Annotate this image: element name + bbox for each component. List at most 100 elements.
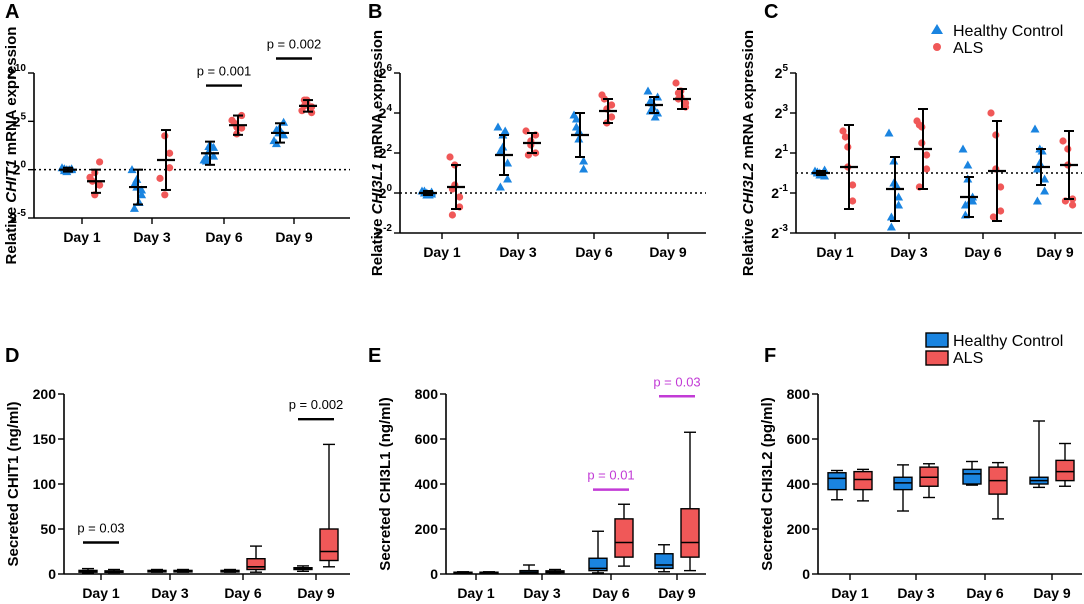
data-point-healthy-control [645, 96, 655, 105]
data-point-healthy-control [963, 174, 973, 183]
y-axis-label: Secreted CHI3L2 (pg/ml) [759, 397, 776, 570]
panel-letter: A [5, 1, 19, 23]
box-healthy-control [588, 557, 608, 572]
box-als [1055, 459, 1075, 482]
y-tick-exponent: -1 [779, 183, 788, 194]
panel-letter: B [368, 1, 382, 23]
data-point-healthy-control [206, 141, 216, 150]
data-point-healthy-control [493, 122, 503, 131]
y-tick-exponent: 10 [15, 63, 27, 74]
data-point-healthy-control [127, 165, 137, 174]
y-axis-label-suffix: mRNA expression [3, 27, 20, 160]
x-tick-label: Day 6 [964, 244, 1002, 260]
y-tick-exponent: 5 [20, 111, 26, 122]
data-point-healthy-control [579, 156, 589, 165]
y-tick-exponent: -5 [17, 208, 26, 219]
y-axis-label: Relative CHI3L1 mRNA expression [369, 30, 386, 276]
box-healthy-control [827, 472, 847, 491]
data-point-als [997, 207, 1005, 215]
panel-letter: F [764, 345, 776, 367]
p-value-label: p = 0.03 [653, 374, 700, 389]
data-point-healthy-control [1035, 158, 1045, 167]
data-point-healthy-control [886, 222, 896, 231]
y-tick-label: 200 [415, 521, 439, 537]
y-axis-label-prefix: Relative [3, 203, 20, 265]
data-point-als [1059, 137, 1067, 145]
box-als [680, 508, 700, 558]
data-point-als [674, 89, 683, 97]
x-tick-label: Day 9 [1036, 244, 1074, 260]
x-tick-label: Day 1 [816, 244, 854, 260]
data-point-healthy-control [201, 152, 211, 161]
panel-letter: C [764, 1, 778, 23]
x-tick-label: Day 3 [897, 585, 935, 601]
legend-bottom-healthy-label: Healthy Control [953, 333, 1063, 350]
data-point-healthy-control [960, 200, 970, 209]
y-tick-exponent: 0 [386, 183, 392, 194]
panel-f: F 0 200 400 600 800 Day 1 Day 3 Day 6 Day 9 Secret… [759, 345, 1082, 601]
legend-top-als-marker [933, 43, 941, 51]
y-axis-label: Secreted CHIT1 (ng/ml) [5, 401, 22, 566]
y-tick-exponent: 1 [782, 143, 788, 154]
y-axis-label: Relative CHIT1 mRNA expression [3, 27, 20, 265]
data-point-healthy-control [1040, 174, 1050, 183]
data-point-als [161, 132, 169, 140]
data-point-als [918, 139, 926, 147]
data-point-healthy-control [129, 179, 139, 188]
data-point-healthy-control [574, 134, 584, 143]
box-als [319, 528, 339, 562]
y-tick-exponent: 0 [20, 160, 26, 171]
panel-letter: D [5, 345, 19, 367]
data-point-healthy-control [1037, 146, 1047, 155]
panel-d: D 0 50 100 150 200 Day 1 Day 3 Day 6 Day 9 Secrete… [5, 345, 350, 601]
x-tick-label: Day 1 [831, 585, 869, 601]
data-point-als [96, 181, 104, 189]
x-tick-label: Day 6 [592, 585, 630, 601]
data-point-als [238, 124, 246, 132]
data-point-als [448, 211, 456, 219]
data-point-healthy-control [965, 196, 975, 205]
y-tick-label: 200 [33, 386, 57, 402]
data-point-healthy-control [1032, 164, 1042, 173]
data-point-als [608, 113, 616, 121]
box-als [246, 558, 266, 571]
x-tick-label: Day 9 [275, 229, 313, 245]
y-tick-label: 800 [415, 386, 439, 402]
p-value-label: p = 0.03 [77, 521, 124, 536]
data-point-als [608, 101, 616, 109]
data-point-healthy-control [886, 212, 896, 221]
x-tick-label: Day 9 [649, 244, 687, 260]
data-point-healthy-control [129, 203, 139, 212]
data-point-healthy-control [571, 114, 581, 123]
p-value-label: p = 0.01 [587, 468, 634, 483]
data-point-healthy-control [963, 160, 973, 169]
y-axis-label: Secreted CHI3L1 (ng/ml) [377, 397, 394, 570]
data-point-healthy-control [500, 126, 510, 135]
legend-bottom-healthy-swatch [925, 332, 949, 348]
y-tick-exponent: 4 [386, 103, 392, 114]
data-point-healthy-control [503, 174, 513, 183]
data-point-healthy-control [137, 190, 147, 199]
y-axis-label-gene: CHI3L1 [369, 163, 386, 215]
y-axis-label-suffix: mRNA expression [369, 30, 386, 163]
x-tick-label: Day 3 [133, 229, 171, 245]
x-tick-label: Day 9 [297, 585, 335, 601]
data-point-healthy-control [884, 128, 894, 137]
panel-c: C 2-3 2-1 21 23 25 Day 1 Day 3 Day 6 Day 9 Relativ… [740, 1, 1082, 276]
data-point-als [841, 133, 850, 141]
y-axis-label-gene: CHI3L2 [740, 162, 757, 214]
data-point-als [844, 143, 852, 151]
legend-bottom-als-label: ALS [953, 350, 983, 367]
legend-bottom: Healthy Control ALS [925, 332, 1063, 367]
data-point-als [839, 127, 847, 135]
y-tick-label: 2-3 [771, 223, 788, 241]
y-tick-label: 23 [775, 103, 789, 121]
data-point-als [1064, 145, 1072, 153]
data-point-healthy-control [571, 122, 581, 131]
data-point-healthy-control [894, 192, 904, 201]
data-point-als [672, 79, 680, 87]
data-point-als [987, 109, 995, 117]
y-tick-exponent: 5 [782, 63, 788, 74]
